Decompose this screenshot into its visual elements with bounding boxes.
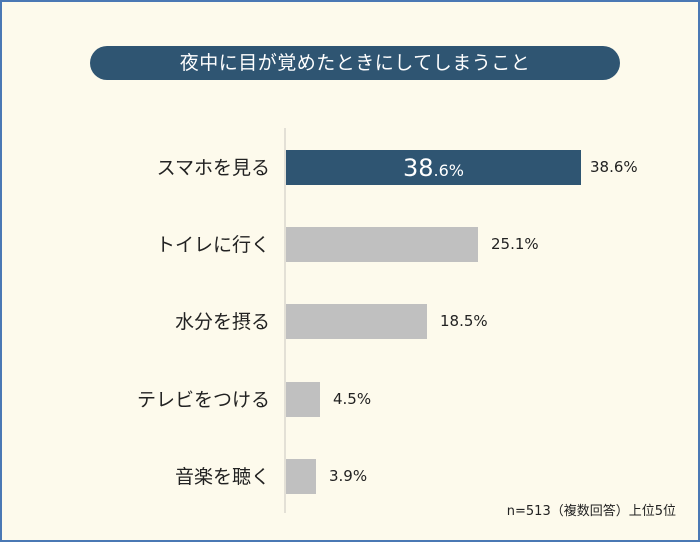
value-label: 3.9% [329, 467, 368, 485]
category-label: 水分を摂る [174, 311, 270, 333]
bar [286, 304, 427, 339]
category-label: トイレに行く [155, 234, 270, 256]
chart-title: 夜中に目が覚めたときにしてしまうこと [90, 46, 620, 80]
value-label: 25.1% [491, 235, 539, 253]
bar [286, 382, 320, 417]
value-label: 18.5% [440, 312, 488, 330]
sample-note: n=513（複数回答）上位5位 [506, 504, 676, 519]
category-label: 音楽を聴く [174, 466, 270, 488]
category-label: テレビをつける [136, 389, 270, 411]
value-label: 38.6% [590, 158, 638, 176]
bar [286, 227, 478, 262]
value-label: 4.5% [333, 390, 372, 408]
bar: 38.6% [286, 150, 581, 185]
category-label: スマホを見る [156, 157, 270, 179]
highlight-value-label: 38.6% [402, 154, 464, 182]
y-axis-line [284, 128, 286, 513]
bar [286, 459, 316, 494]
